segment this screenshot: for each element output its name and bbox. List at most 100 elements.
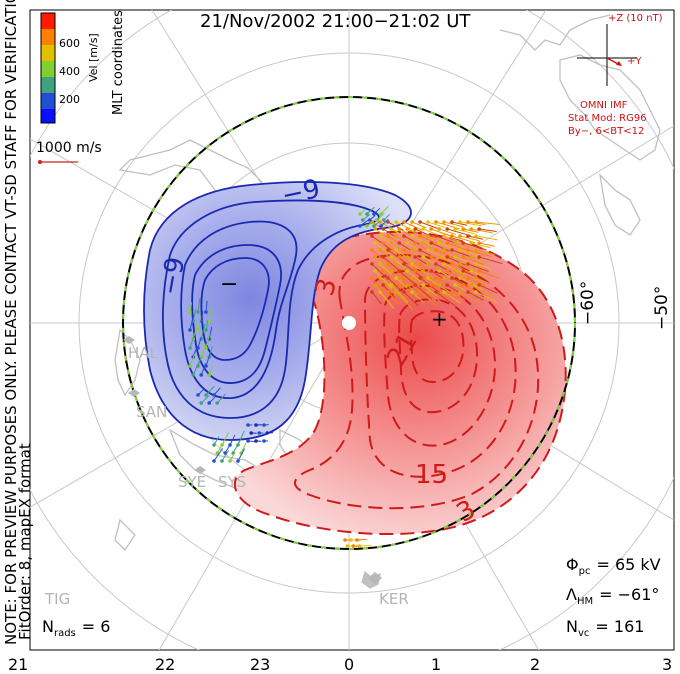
velocity-vector [374,242,390,255]
velocity-vector-origin [373,255,378,259]
velocity-vector [475,277,491,285]
velocity-vector-origin [370,276,374,280]
velocity-vector [382,228,397,238]
velocity-vector-origin [426,290,430,294]
velocity-vector-origin [394,248,398,252]
velocity-vector-origin [469,255,474,259]
velocity-vector [387,277,403,293]
velocity-vector-origin [426,276,430,280]
velocity-vector-origin [413,255,418,259]
velocity-vector-origin [236,459,240,463]
velocity-vector [475,221,501,226]
velocity-vector-origin [373,241,378,245]
velocity-vector [475,249,496,256]
lat-label-60: −60° [578,281,598,325]
velocity-vector [189,314,195,331]
velocity-vector-origin [474,234,478,238]
velocity-vector [467,291,484,301]
velocity-vector [451,249,473,258]
velocity-vector [240,442,247,454]
velocity-vector-origin [458,276,462,280]
velocity-vector-origin [397,283,402,287]
velocity-vector [200,323,206,340]
velocity-vector [189,354,196,367]
velocity-vector-origin [477,241,482,245]
imf-condition: By−, 6<BT<12 [568,126,644,137]
velocity-vector-origin [373,283,378,287]
imf-axis-y: +Y [627,56,642,67]
velocity-vector-origin [442,234,446,238]
velocity-vector [374,270,393,289]
velocity-vector [374,256,387,268]
velocity-vector-origin [421,269,426,273]
colorbar-seg-3 [41,45,55,61]
velocity-vector [200,363,207,376]
velocity-vector-origin [257,431,262,435]
velocity-vector-origin [402,220,406,224]
velocity-vector-origin [349,538,353,542]
velocity-vector-origin [413,269,418,273]
velocity-vector-origin [373,269,378,273]
velocity-vector-origin [450,248,454,252]
velocity-vector [395,263,411,276]
velocity-vector-origin [442,276,446,280]
velocity-vector [387,263,406,279]
velocity-vector [446,284,461,294]
velocity-vector [387,291,401,306]
velocity-vector-origin [450,262,454,266]
velocity-vector [374,284,390,303]
velocity-vector [419,235,439,245]
velocity-vector-origin [246,423,250,427]
velocity-vector [216,393,226,404]
velocity-vector [459,291,480,304]
velocity-vector [371,277,385,292]
velocity-vector [478,284,498,294]
velocity-vector-origin [426,234,430,238]
coordinates-label: MLT coordinates [111,10,126,115]
velocity-vector [379,277,398,296]
velocity-vector-origin [389,255,394,259]
velocity-vector-origin [196,346,200,350]
velocity-vector-origin [442,290,446,294]
velocity-vector-origin [453,283,458,287]
velocity-vector [192,308,197,322]
velocity-vector-origin [196,328,200,332]
velocity-vector-origin [466,234,470,238]
colorbar-seg-4 [41,61,55,77]
velocity-vector [390,242,408,255]
svg-text:Φpc= 65 kV: Φpc = 65 kV [566,555,661,577]
velocity-vector [422,284,438,297]
positive-cell [233,230,567,536]
velocity-vector [459,263,475,271]
velocity-vector-origin [394,262,398,266]
velocity-vector-origin [418,290,422,294]
velocity-vector [439,228,457,235]
colorbar-seg-6 [41,93,55,109]
velocity-vector-origin [358,224,362,228]
velocity-vector [430,242,450,252]
velocity-vector [221,450,230,462]
mlt-tick-2: 2 [530,655,540,674]
velocity-vector-origin [437,283,442,287]
velocity-vector-origin [389,241,394,245]
velocity-vector-origin [378,248,382,252]
velocity-vector [423,228,438,236]
svg-text:Nrads= 6: Nrads = 6 [42,617,110,639]
velocity-vector [208,307,212,322]
velocity-vector [379,291,395,310]
velocity-vector-origin [405,283,410,287]
velocity-vector-origin [445,269,450,273]
velocity-vector [232,440,241,454]
velocity-vector-origin [373,227,378,231]
velocity-vector [398,242,413,252]
mlt-axis: 21 22 23 0 1 2 3 [8,655,672,674]
velocity-vector [475,235,498,241]
velocity-vector-origin [437,255,442,259]
imf-source: OMNI IMF [580,100,628,111]
velocity-vector-origin [382,218,386,222]
velocity-vector [451,263,471,273]
svg-text:Nvc= 161: Nvc = 161 [566,617,644,639]
velocity-vector-origin [386,262,390,266]
velocity-vector-origin [421,241,426,245]
velocity-vector-origin [188,310,192,314]
